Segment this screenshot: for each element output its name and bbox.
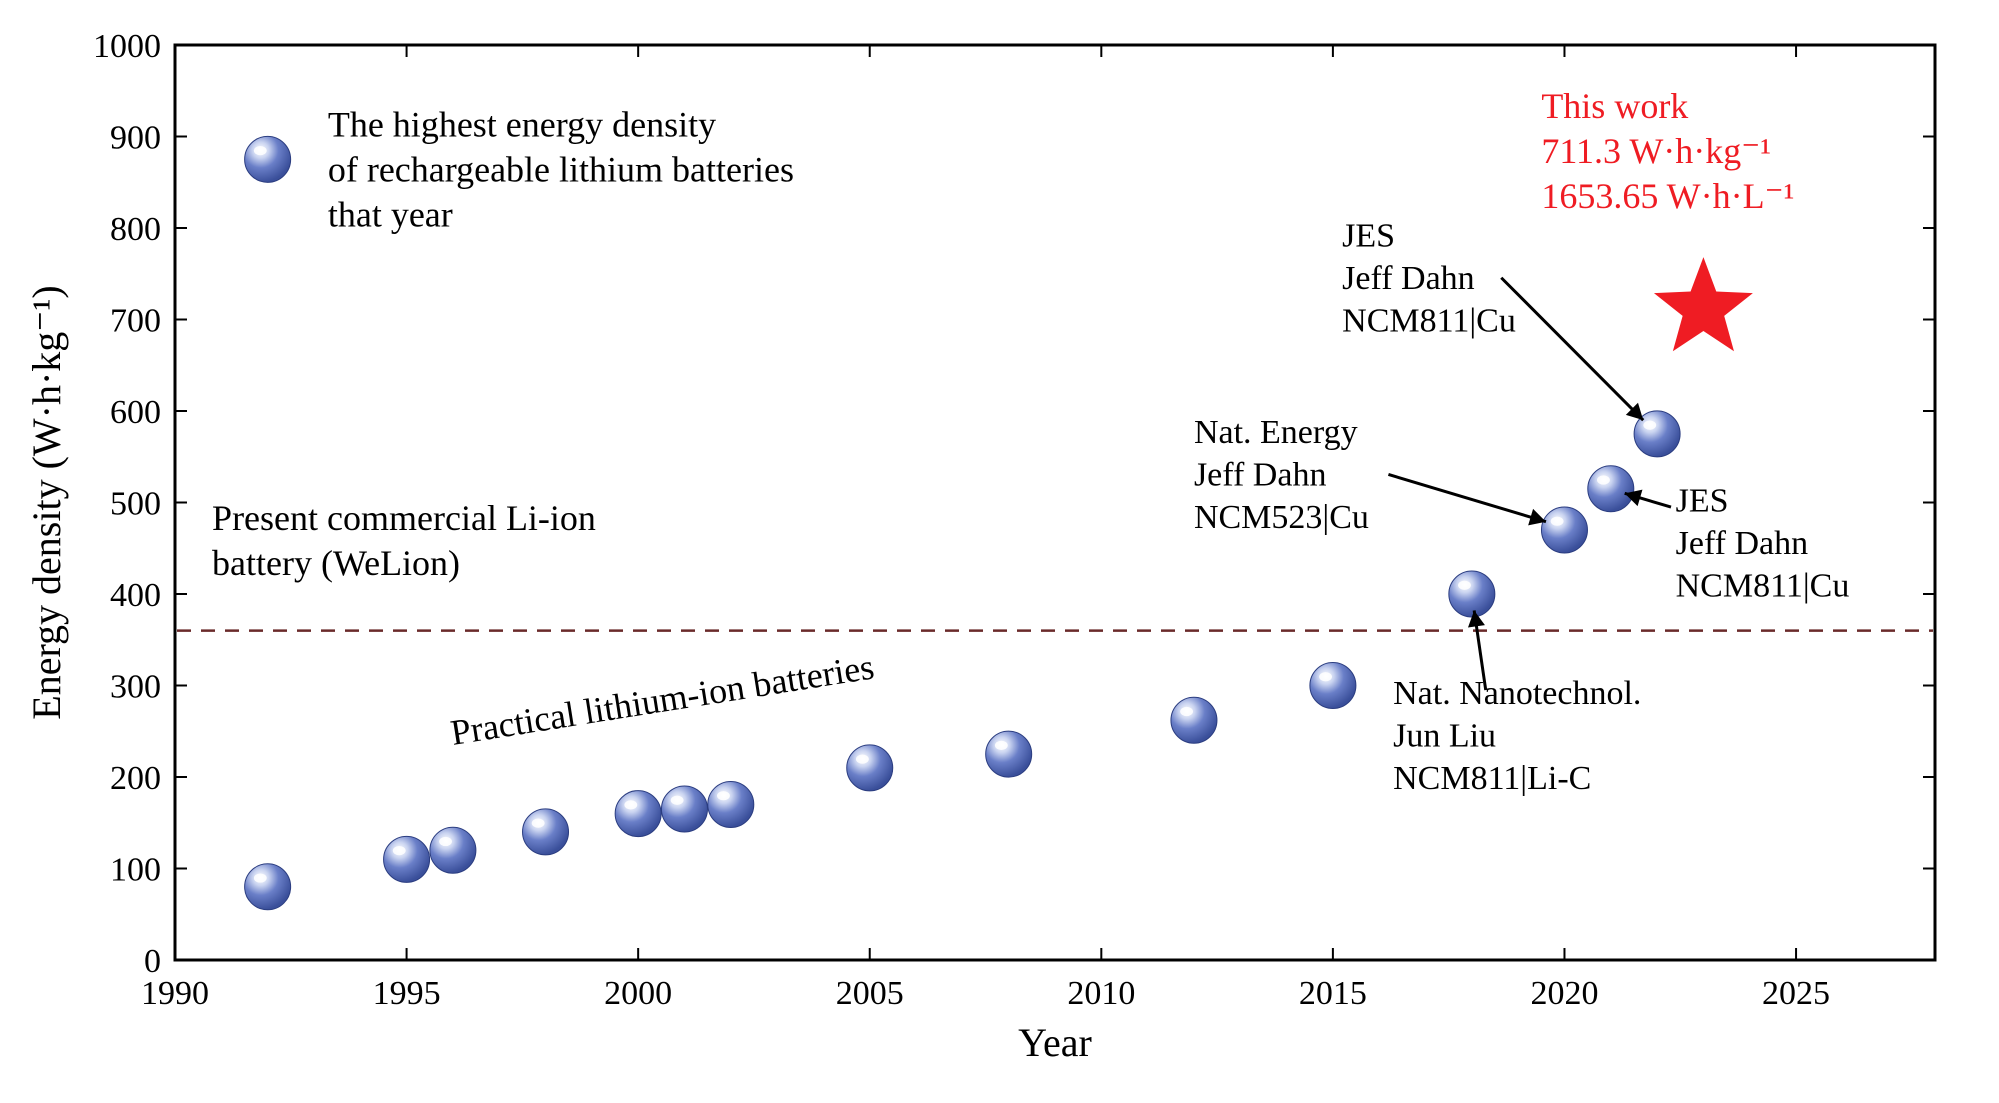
annotation-practical-liion: Practical lithium-ion batteries: [448, 646, 877, 752]
data-point: [708, 781, 754, 827]
annotation-line: 1653.65 W·h·L⁻¹: [1541, 176, 1794, 216]
y-tick-label: 700: [110, 303, 161, 340]
annotation-line: Nat. Nanotechnol.: [1393, 675, 1641, 712]
annotation-line: that year: [328, 195, 453, 235]
this-work-star: [1654, 257, 1753, 351]
x-tick-label: 1990: [141, 975, 209, 1012]
annotation-line: Practical lithium-ion batteries: [448, 646, 877, 752]
y-tick-label: 600: [110, 394, 161, 431]
annotation-arrow: [1388, 474, 1546, 521]
data-point: [245, 864, 291, 910]
y-axis-title: Energy density (W·h·kg⁻¹): [24, 285, 69, 719]
y-tick-label: 100: [110, 852, 161, 889]
y-tick-label: 800: [110, 211, 161, 248]
x-tick-label: 2025: [1762, 975, 1830, 1012]
data-point: [1588, 466, 1634, 512]
annotation-this-work: This work 711.3 W·h·kg⁻¹ 1653.65 W·h·L⁻¹: [1541, 86, 1794, 216]
x-tick-label: 2000: [604, 975, 672, 1012]
y-tick-label: 0: [144, 943, 161, 980]
annotation-line: Jeff Dahn: [1676, 525, 1809, 562]
annotation-line: NCM811|Li-C: [1393, 760, 1591, 797]
annotation-line: Jeff Dahn: [1194, 457, 1327, 494]
legend-marker: [245, 136, 291, 182]
annotation-nat-nanotech-junliu: Nat. Nanotechnol. Jun Liu NCM811|Li-C: [1393, 675, 1641, 797]
data-point: [986, 731, 1032, 777]
annotation-line: NCM523|Cu: [1194, 499, 1369, 536]
annotation-line: Nat. Energy: [1194, 414, 1358, 451]
data-point: [1541, 507, 1587, 553]
energy-density-chart: 1990 1995 2000 2005 2010 2015 2020 2025 0 100 200 3…: [0, 0, 1999, 1103]
data-point: [1171, 697, 1217, 743]
y-tick-label: 200: [110, 760, 161, 797]
annotation-line: JES: [1676, 483, 1729, 520]
x-tick-label: 2010: [1067, 975, 1135, 1012]
data-point: [661, 786, 707, 832]
annotation-line: Jeff Dahn: [1342, 260, 1475, 297]
data-point: [430, 827, 476, 873]
annotation-jes-ncm811-top: JES Jeff Dahn NCM811|Cu: [1342, 217, 1516, 339]
data-point: [523, 809, 569, 855]
annotation-line: The highest energy density: [328, 105, 716, 145]
data-point: [615, 791, 661, 837]
x-tick-label: 2005: [836, 975, 904, 1012]
y-tick-label: 300: [110, 669, 161, 706]
x-tick-label: 2020: [1530, 975, 1598, 1012]
annotation-line: 711.3 W·h·kg⁻¹: [1541, 131, 1771, 171]
x-tick-label: 2015: [1299, 975, 1367, 1012]
annotation-line: Jun Liu: [1393, 717, 1496, 754]
annotation-line: NCM811|Cu: [1342, 302, 1516, 339]
annotation-present-commercial: Present commercial Li-ion battery (WeLion…: [212, 498, 596, 583]
y-tick-label: 500: [110, 486, 161, 523]
annotation-arrow: [1501, 278, 1643, 420]
annotation-legend-text: The highest energy density of rechargeabl…: [328, 105, 794, 235]
annotation-jes-ncm811-right: JES Jeff Dahn NCM811|Cu: [1676, 483, 1850, 605]
annotation-line: JES: [1342, 217, 1395, 254]
annotation-nat-energy-ncm523: Nat. Energy Jeff Dahn NCM523|Cu: [1194, 414, 1369, 536]
data-point: [1310, 663, 1356, 709]
x-tick-label: 1995: [373, 975, 441, 1012]
annotation-line: NCM811|Cu: [1676, 568, 1850, 605]
chart-svg: 1990 1995 2000 2005 2010 2015 2020 2025 0 100 200 3…: [0, 0, 1999, 1103]
y-tick-label: 900: [110, 120, 161, 157]
x-axis-title: Year: [1018, 1020, 1092, 1065]
data-point: [1449, 571, 1495, 617]
y-tick-label: 400: [110, 577, 161, 614]
annotation-line: battery (WeLion): [212, 543, 460, 583]
annotation-line: of rechargeable lithium batteries: [328, 150, 794, 190]
y-tick-label: 1000: [93, 28, 161, 65]
annotation-line: Present commercial Li-ion: [212, 498, 596, 538]
data-point: [384, 836, 430, 882]
annotation-line: This work: [1541, 86, 1688, 126]
data-point: [847, 745, 893, 791]
